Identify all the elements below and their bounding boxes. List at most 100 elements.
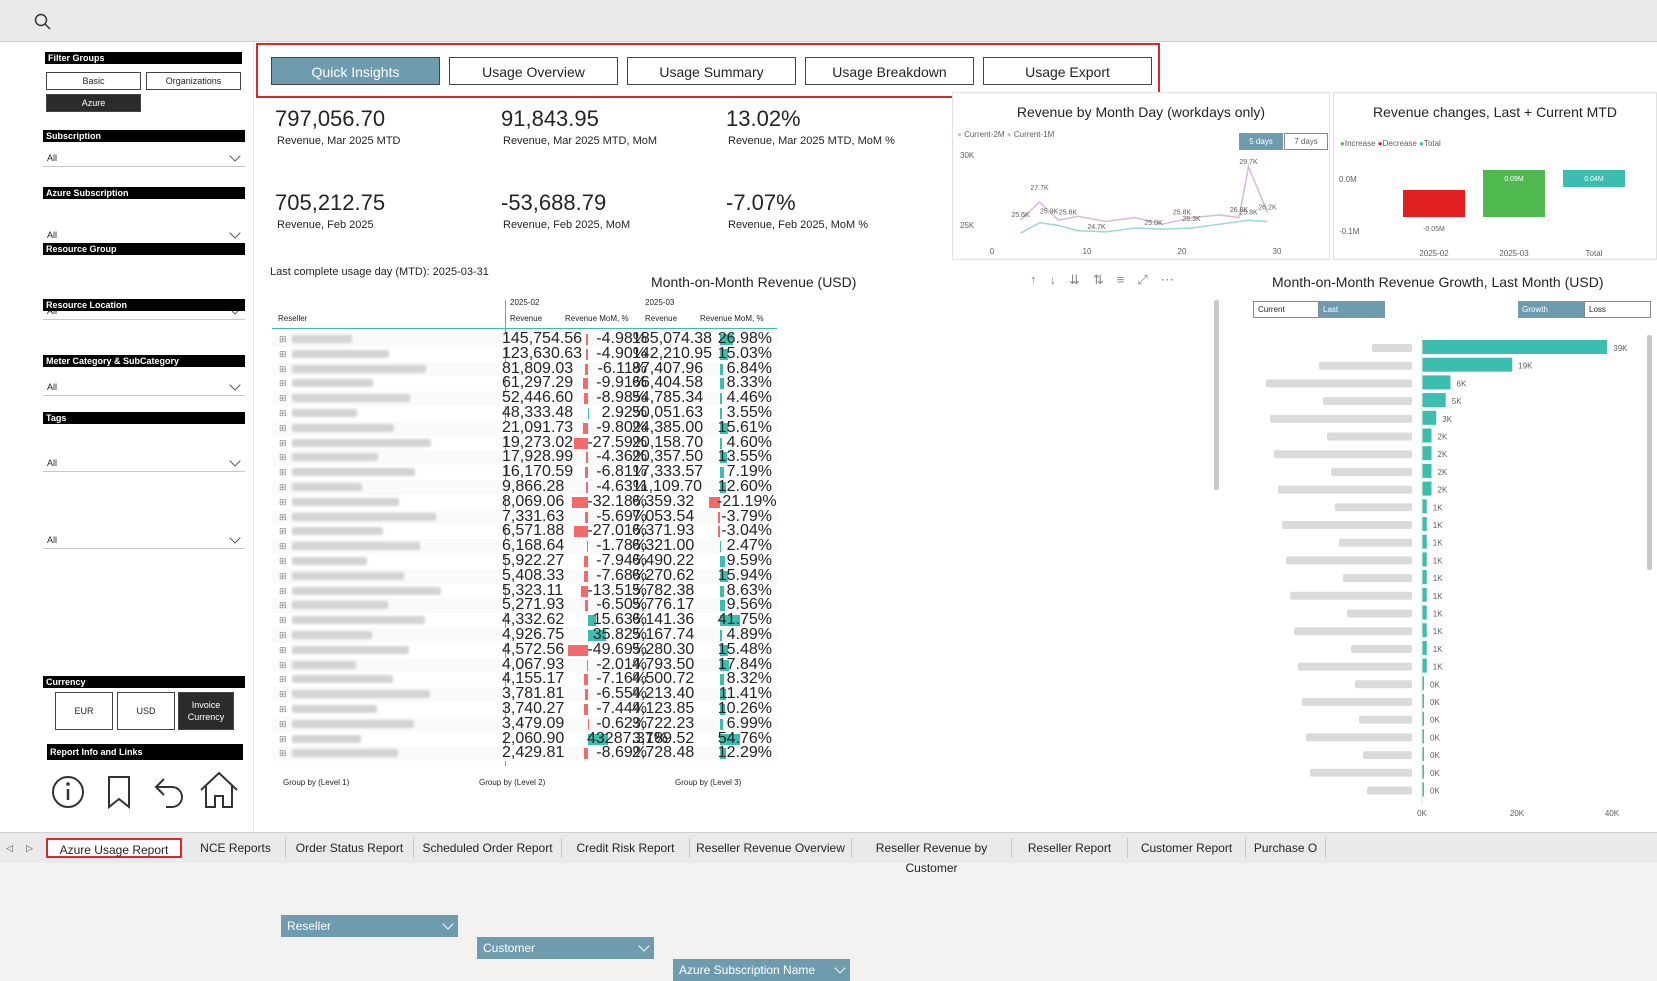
expand-icon[interactable]: ⊞: [279, 421, 287, 435]
nav-button[interactable]: Usage Overview: [449, 57, 618, 85]
visual-header-icons[interactable]: ↑↓⇊⇅≡⤢⋯: [1030, 272, 1187, 288]
cell-m2-mom: 15.48%: [717, 643, 772, 657]
expand-icon[interactable]: ⊞: [279, 628, 287, 642]
nav-button[interactable]: Usage Breakdown: [805, 57, 974, 85]
redacted-name: [292, 646, 409, 654]
expand-icon[interactable]: ⊞: [279, 539, 287, 553]
redacted-name: [292, 631, 372, 639]
expand-icon[interactable]: ⊞: [279, 406, 287, 420]
loss-toggle[interactable]: Loss: [1584, 301, 1651, 318]
cell-m2-revenue: 5,280.30: [632, 643, 692, 657]
page-tab[interactable]: Azure Usage Report: [46, 838, 182, 858]
slicer-dropdown[interactable]: All: [43, 147, 245, 167]
expand-icon[interactable]: ⊞: [279, 702, 287, 716]
expand-icon[interactable]: ⊞: [279, 391, 287, 405]
expand-icon[interactable]: ⊞: [279, 554, 287, 568]
currency-eur-button[interactable]: EUR: [55, 692, 113, 730]
page-tab[interactable]: Reseller Revenue by Customer: [852, 838, 1012, 858]
expand-icon[interactable]: ⊞: [279, 613, 287, 627]
search-icon[interactable]: [34, 13, 52, 31]
x-tick: 30: [1273, 247, 1282, 256]
info-icon[interactable]: [50, 774, 86, 810]
cell-m1-revenue: 3,479.09: [502, 717, 562, 731]
slicer-value: All: [47, 230, 57, 240]
expand-icon[interactable]: ⊞: [279, 510, 287, 524]
kpi-label: Revenue, Feb 2025, MoM: [503, 219, 630, 231]
slicer-value: All: [47, 153, 57, 163]
redacted-label: [1290, 592, 1412, 600]
bar-label: 1K: [1433, 627, 1443, 636]
growth-scrollbar[interactable]: [1647, 335, 1652, 570]
expand-icon[interactable]: ⊞: [279, 376, 287, 390]
expand-icon[interactable]: ⊞: [279, 658, 287, 672]
expand-icon[interactable]: ⊞: [279, 687, 287, 701]
redacted-label: [1302, 698, 1412, 706]
bar-label: 1K: [1433, 574, 1443, 583]
growth-bar: [1422, 641, 1427, 655]
slicer-dropdown[interactable]: All: [43, 452, 245, 472]
expand-icon[interactable]: ⊞: [279, 480, 287, 494]
redacted-name: [292, 616, 425, 624]
back-icon[interactable]: [152, 774, 186, 810]
nav-button[interactable]: Usage Export: [983, 57, 1152, 85]
nav-button[interactable]: Quick Insights: [271, 57, 440, 85]
filter-organizations-button[interactable]: Organizations: [146, 72, 241, 90]
tab-prev-icon[interactable]: ◁: [6, 843, 13, 854]
home-icon[interactable]: [198, 770, 240, 810]
redacted-name: [292, 483, 362, 491]
seven-days-button[interactable]: 7 days: [1284, 133, 1328, 150]
expand-icon[interactable]: ⊞: [279, 746, 287, 760]
groupby-dropdown[interactable]: Reseller: [281, 915, 458, 937]
matrix-scrollbar[interactable]: [1214, 300, 1219, 490]
filter-azure-button[interactable]: Azure: [46, 94, 141, 112]
bookmark-icon[interactable]: [106, 774, 132, 810]
slicer-dropdown[interactable]: All: [43, 224, 245, 244]
expand-icon[interactable]: ⊞: [279, 717, 287, 731]
expand-icon[interactable]: ⊞: [279, 672, 287, 686]
expand-icon[interactable]: ⊞: [279, 524, 287, 538]
expand-icon[interactable]: ⊞: [279, 362, 287, 376]
nav-button[interactable]: Usage Summary: [627, 57, 796, 85]
current-toggle[interactable]: Current: [1253, 301, 1319, 318]
groupby-dropdown[interactable]: Azure Subscription Name: [673, 959, 850, 981]
page-tab[interactable]: Scheduled Order Report: [414, 838, 562, 858]
slicer-dropdown[interactable]: All: [43, 376, 245, 396]
bar-label: 2K: [1438, 486, 1448, 495]
expand-icon[interactable]: ⊞: [279, 643, 287, 657]
page-tab[interactable]: Credit Risk Report: [562, 838, 690, 858]
cell-m1-revenue: 21,091.73: [502, 421, 562, 435]
currency-usd-button[interactable]: USD: [117, 692, 175, 730]
growth-bar-chart: 39K19K6K5K3K2K2K2K2K1K1K1K1K1K1K1K1K1K1K…: [1250, 335, 1650, 820]
bar-label: 0K: [1430, 733, 1440, 742]
groupby-dropdown[interactable]: Customer: [477, 937, 654, 959]
growth-toggle[interactable]: Growth: [1518, 301, 1584, 318]
expand-icon[interactable]: ⊞: [279, 732, 287, 746]
slicer-value: All: [47, 382, 57, 392]
page-tab[interactable]: Purchase O: [1246, 838, 1326, 858]
expand-icon[interactable]: ⊞: [279, 465, 287, 479]
expand-icon[interactable]: ⊞: [279, 347, 287, 361]
expand-icon[interactable]: ⊞: [279, 436, 287, 450]
page-tab[interactable]: Reseller Report: [1012, 838, 1128, 858]
page-tab[interactable]: Customer Report: [1128, 838, 1246, 858]
last-toggle[interactable]: Last: [1319, 301, 1385, 318]
expand-icon[interactable]: ⊞: [279, 584, 287, 598]
expand-icon[interactable]: ⊞: [279, 598, 287, 612]
cell-m1-revenue: 5,408.33: [502, 569, 562, 583]
expand-icon[interactable]: ⊞: [279, 450, 287, 464]
expand-icon[interactable]: ⊞: [279, 569, 287, 583]
slicer-dropdown[interactable]: All: [43, 529, 245, 549]
filter-basic-button[interactable]: Basic: [46, 72, 141, 90]
page-tab[interactable]: Reseller Revenue Overview: [690, 838, 852, 858]
col-m1-mom: Revenue MoM, %: [565, 314, 629, 323]
tab-next-icon[interactable]: ▷: [26, 843, 33, 854]
page-tab[interactable]: NCE Reports: [186, 838, 286, 858]
five-days-button[interactable]: 5 days: [1239, 133, 1283, 150]
currency-invoice-button[interactable]: Invoice Currency: [178, 692, 234, 730]
redacted-label: [1367, 787, 1412, 795]
page-tab[interactable]: Order Status Report: [286, 838, 414, 858]
expand-icon[interactable]: ⊞: [279, 332, 287, 346]
kpi-value: 13.02%: [726, 106, 801, 132]
expand-icon[interactable]: ⊞: [279, 495, 287, 509]
